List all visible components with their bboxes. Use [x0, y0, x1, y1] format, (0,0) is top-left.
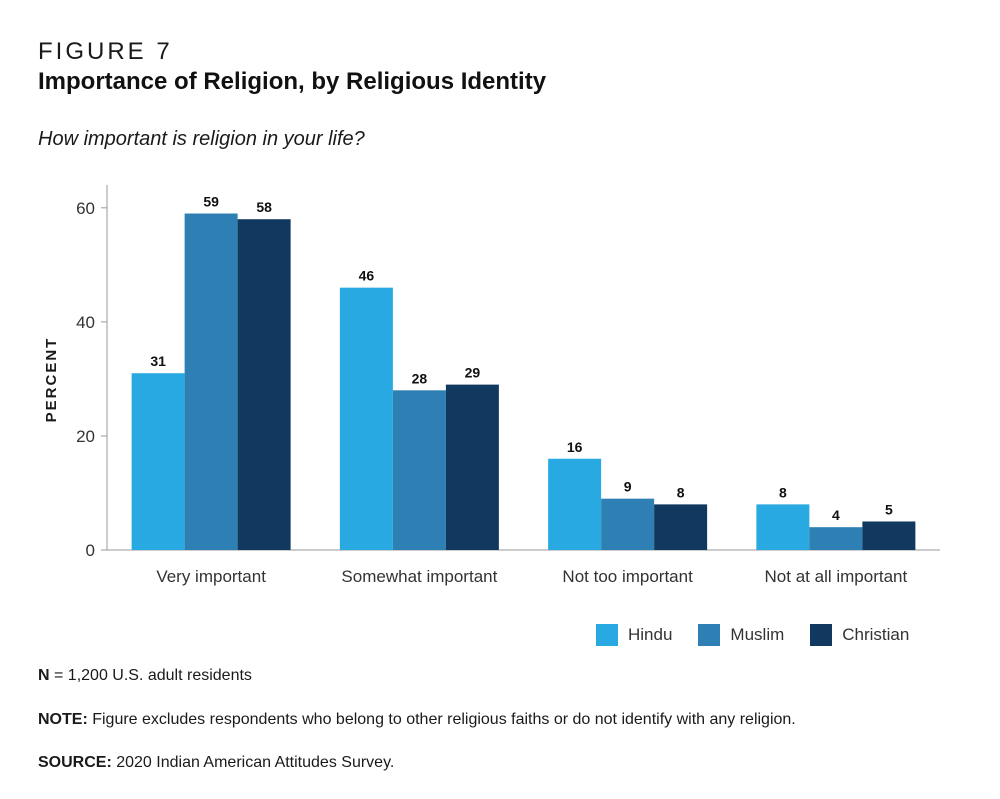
- data-label: 8: [779, 484, 787, 500]
- data-label: 31: [150, 353, 166, 369]
- data-label: 16: [567, 439, 583, 455]
- data-label: 28: [412, 370, 428, 386]
- figure-label: FIGURE 7: [38, 38, 173, 65]
- bar-christian: [237, 219, 291, 550]
- bar-hindu: [131, 373, 185, 550]
- bar-muslim: [392, 390, 446, 550]
- x-category-label: Not at all important: [765, 567, 908, 586]
- legend-item-muslim: Muslim: [698, 624, 784, 646]
- x-category-label: Very important: [156, 567, 266, 586]
- source-text: 2020 Indian American Attitudes Survey.: [111, 754, 395, 771]
- legend-item-hindu: Hindu: [596, 624, 672, 646]
- bar-muslim: [601, 498, 655, 550]
- data-label: 9: [624, 479, 632, 495]
- data-label: 5: [885, 501, 893, 517]
- legend-swatch-christian: [810, 624, 833, 646]
- legend-swatch-muslim: [698, 624, 721, 646]
- note-line: NOTE: Figure excludes respondents who be…: [38, 711, 796, 729]
- legend-swatch-hindu: [596, 624, 618, 646]
- y-tick-label: 60: [76, 199, 95, 218]
- sample-size-label: N: [38, 667, 50, 684]
- bar-muslim: [184, 213, 238, 550]
- legend-label-christian: Christian: [842, 625, 910, 644]
- bar-muslim: [809, 527, 863, 550]
- chart-legend: Hindu Muslim Christian: [596, 624, 909, 646]
- source-label: SOURCE:: [38, 754, 112, 771]
- y-tick-label: 40: [76, 313, 95, 332]
- chart-subtitle: How important is religion in your life?: [38, 128, 365, 150]
- legend-label-hindu: Hindu: [628, 625, 673, 644]
- data-label: 29: [465, 365, 481, 381]
- x-category-label: Not too important: [562, 567, 693, 586]
- sample-size-text: = 1,200 U.S. adult residents: [49, 667, 252, 684]
- y-tick-label: 0: [86, 541, 95, 560]
- sample-size-note: N = 1,200 U.S. adult residents: [38, 667, 252, 685]
- legend-label-muslim: Muslim: [730, 625, 785, 644]
- data-label: 46: [359, 268, 375, 284]
- y-axis-title: PERCENT: [43, 337, 60, 423]
- data-label: 58: [256, 199, 272, 215]
- bar-christian: [862, 521, 916, 550]
- source-line: SOURCE: 2020 Indian American Attitudes S…: [38, 754, 394, 772]
- x-category-label: Somewhat important: [341, 567, 497, 586]
- chart-title: Importance of Religion, by Religious Ide…: [38, 68, 547, 95]
- legend-item-christian: Christian: [810, 624, 909, 646]
- data-label: 8: [677, 484, 685, 500]
- y-tick-label: 20: [76, 427, 95, 446]
- bar-christian: [654, 504, 708, 550]
- note-text: Figure excludes respondents who belong t…: [87, 711, 796, 728]
- data-label: 4: [832, 507, 840, 523]
- data-label: 59: [203, 194, 219, 210]
- bar-christian: [445, 384, 499, 550]
- note-label: NOTE:: [38, 711, 88, 728]
- bar-hindu: [548, 458, 602, 550]
- bar-hindu: [756, 504, 810, 550]
- bar-hindu: [339, 287, 393, 550]
